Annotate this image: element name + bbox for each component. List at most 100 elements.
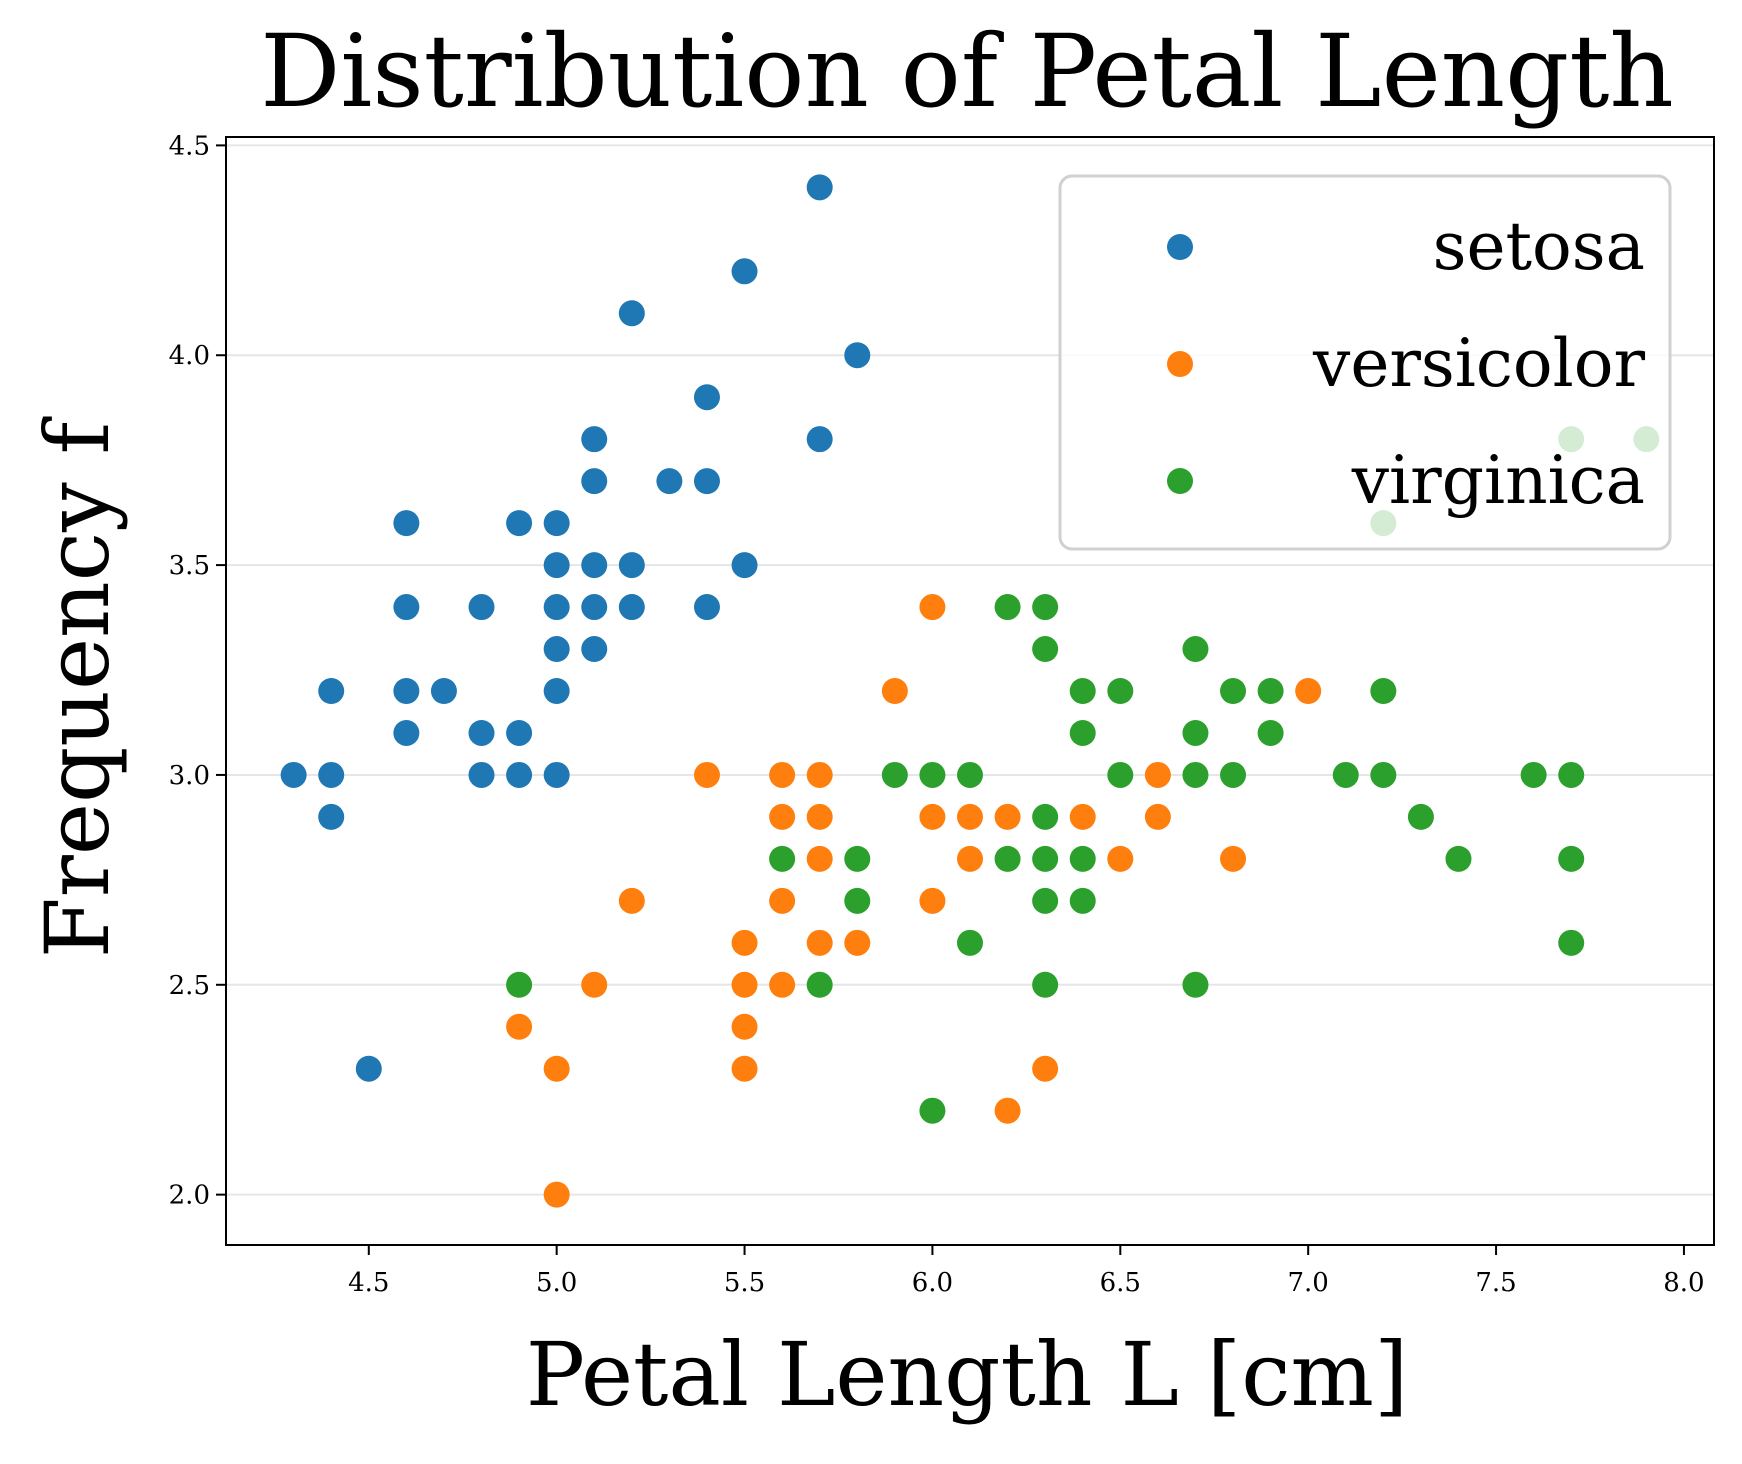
point-versicolor	[994, 1097, 1021, 1124]
point-setosa	[693, 468, 720, 495]
point-versicolor	[769, 803, 796, 830]
point-virginica	[1107, 678, 1134, 704]
point-virginica	[1069, 719, 1096, 746]
point-virginica	[1032, 887, 1059, 914]
point-setosa	[731, 552, 758, 579]
point-virginica	[1220, 761, 1247, 788]
point-versicolor	[1295, 678, 1322, 704]
point-setosa	[844, 342, 871, 369]
point-versicolor	[769, 971, 796, 998]
point-setosa	[543, 510, 570, 537]
x-axis-label: Petal Length L [cm]	[526, 1323, 1409, 1426]
point-setosa	[618, 300, 645, 327]
point-setosa	[731, 258, 758, 285]
point-setosa	[506, 719, 533, 746]
legend-label-virginica: virginica	[1351, 442, 1645, 519]
point-versicolor	[1107, 845, 1134, 872]
y-tick-label: 3.0	[169, 761, 210, 791]
point-setosa	[393, 510, 420, 537]
data-points	[280, 174, 1660, 1208]
point-setosa	[393, 594, 420, 621]
point-virginica	[1520, 761, 1547, 788]
point-versicolor	[919, 803, 946, 830]
point-virginica	[1107, 761, 1134, 788]
point-setosa	[318, 803, 345, 830]
legend-marker-setosa	[1167, 234, 1193, 260]
point-setosa	[543, 636, 570, 663]
point-virginica	[506, 971, 533, 998]
point-virginica	[919, 761, 946, 788]
point-versicolor	[806, 761, 833, 788]
point-virginica	[1069, 845, 1096, 872]
y-tick-label: 2.0	[169, 1181, 210, 1211]
point-setosa	[506, 510, 533, 537]
point-virginica	[1032, 594, 1059, 621]
point-versicolor	[919, 594, 946, 621]
plot-frame	[225, 136, 1715, 1246]
point-versicolor	[731, 971, 758, 998]
point-setosa	[393, 678, 420, 704]
point-virginica	[1558, 929, 1585, 956]
point-versicolor	[994, 803, 1021, 830]
point-versicolor	[506, 1013, 533, 1040]
y-tick-label: 2.5	[169, 971, 210, 1001]
point-versicolor	[543, 1055, 570, 1082]
point-virginica	[994, 845, 1021, 872]
point-setosa	[318, 678, 345, 704]
point-virginica	[1332, 761, 1359, 788]
point-versicolor	[769, 887, 796, 914]
y-tick-label: 3.5	[169, 551, 210, 581]
x-tick-label: 5.0	[536, 1268, 577, 1298]
point-virginica	[1220, 678, 1247, 704]
point-virginica	[844, 887, 871, 914]
point-virginica	[1558, 845, 1585, 872]
point-virginica	[1032, 636, 1059, 663]
point-virginica	[1407, 803, 1434, 830]
point-setosa	[543, 761, 570, 788]
point-virginica	[1445, 845, 1472, 872]
legend-box	[1058, 174, 1672, 551]
point-versicolor	[731, 1013, 758, 1040]
point-versicolor	[806, 929, 833, 956]
point-setosa	[318, 761, 345, 788]
point-virginica	[1370, 678, 1397, 704]
legend-marker-versicolor	[1167, 351, 1193, 377]
point-versicolor	[806, 845, 833, 872]
point-virginica	[1069, 678, 1096, 704]
point-virginica	[769, 845, 796, 872]
x-axis-ticks: 4.5 5.0 5.5 6.0 6.5 7.0 7.5 8.0	[348, 1245, 1705, 1298]
point-setosa	[618, 594, 645, 621]
point-versicolor	[1032, 1055, 1059, 1082]
point-setosa	[543, 678, 570, 704]
x-tick-label: 6.5	[1100, 1268, 1141, 1298]
point-virginica	[1069, 887, 1096, 914]
point-versicolor	[957, 803, 983, 830]
point-setosa	[543, 594, 570, 621]
point-setosa	[581, 594, 608, 621]
legend-label-versicolor: versicolor	[1312, 325, 1645, 402]
point-versicolor	[844, 929, 871, 956]
point-setosa	[618, 552, 645, 579]
point-versicolor	[618, 887, 645, 914]
point-virginica	[994, 594, 1021, 621]
point-versicolor	[1144, 803, 1171, 830]
point-setosa	[581, 468, 608, 495]
point-virginica	[919, 1097, 946, 1124]
point-setosa	[656, 468, 683, 495]
point-virginica	[1182, 761, 1209, 788]
point-versicolor	[1069, 803, 1096, 830]
point-versicolor	[1144, 761, 1171, 788]
y-tick-label: 4.5	[169, 131, 210, 161]
x-tick-label: 8.0	[1663, 1268, 1704, 1298]
chart-title: Distribution of Petal Length	[260, 13, 1674, 130]
point-versicolor	[731, 1055, 758, 1082]
x-tick-label: 7.0	[1288, 1268, 1329, 1298]
point-versicolor	[881, 678, 908, 704]
point-setosa	[543, 552, 570, 579]
x-tick-label: 4.5	[348, 1268, 389, 1298]
point-setosa	[506, 761, 533, 788]
point-setosa	[280, 761, 307, 788]
point-versicolor	[543, 1181, 570, 1208]
point-virginica	[1032, 845, 1059, 872]
